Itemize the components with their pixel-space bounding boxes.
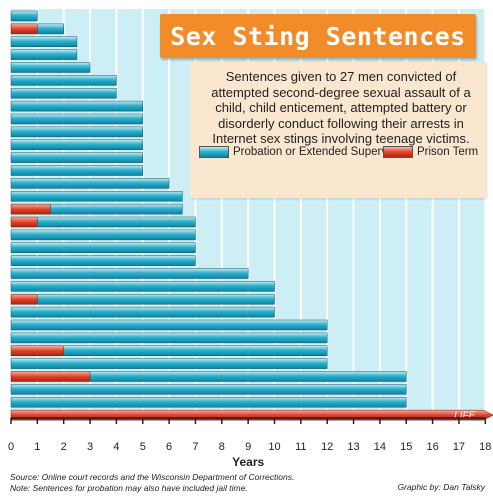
x-tick-label: 16 bbox=[426, 441, 438, 453]
bar-probation bbox=[10, 100, 143, 112]
x-tick-label: 12 bbox=[321, 441, 333, 453]
life-label: LIFE bbox=[454, 411, 475, 422]
x-tick-label: 2 bbox=[61, 441, 67, 453]
bar-probation bbox=[37, 23, 64, 35]
bar-prison bbox=[10, 345, 64, 356]
bar-probation bbox=[10, 126, 143, 138]
chart-title: Sex Sting Sentences bbox=[170, 21, 466, 51]
bar-probation bbox=[10, 152, 143, 163]
legend-probation-label: Probation or Extended Supervision bbox=[233, 146, 411, 158]
bar-probation bbox=[37, 294, 275, 305]
x-tick-label: 0 bbox=[8, 441, 14, 453]
x-tick-label: 4 bbox=[113, 441, 119, 453]
x-tick-label: 18 bbox=[479, 441, 491, 453]
x-tick-label: 5 bbox=[140, 441, 146, 453]
bar-probation bbox=[10, 281, 275, 292]
x-tick-label: 15 bbox=[400, 441, 412, 453]
bar-probation bbox=[89, 371, 407, 382]
x-tick-label: 10 bbox=[268, 441, 280, 453]
bar-probation bbox=[10, 332, 328, 344]
legend-probation: Probation or Extended Supervision bbox=[199, 146, 411, 158]
chart-description: Sentences given to 27 men convicted of a… bbox=[211, 69, 471, 146]
bar-probation bbox=[10, 62, 91, 73]
bar-probation bbox=[10, 229, 196, 241]
bar-probation bbox=[63, 345, 328, 356]
bar-probation bbox=[10, 165, 143, 176]
footnote: Note: Sentences for probation may also h… bbox=[10, 483, 248, 493]
bar-probation bbox=[10, 397, 407, 408]
graphic-credit: Graphic by: Dan Talsky bbox=[397, 482, 485, 492]
bar-probation bbox=[10, 88, 117, 99]
x-tick-label: 14 bbox=[374, 441, 386, 453]
bar-probation bbox=[10, 319, 328, 331]
bar-probation bbox=[10, 113, 143, 125]
bar-probation bbox=[10, 268, 249, 279]
bar-probation bbox=[10, 178, 170, 189]
bar-probation bbox=[10, 242, 196, 253]
bar-probation bbox=[10, 36, 78, 47]
x-tick-label: 7 bbox=[192, 441, 198, 453]
description-panel: Sentences given to 27 men convicted of a… bbox=[190, 62, 486, 198]
source-note: Source: Online court records and the Wis… bbox=[10, 472, 295, 482]
x-tick-label: 17 bbox=[453, 441, 465, 453]
legend-prison-swatch bbox=[383, 146, 413, 158]
bar-prison bbox=[10, 203, 51, 215]
legend-prison: Prison Term bbox=[383, 146, 478, 158]
title-banner: Sex Sting Sentences bbox=[160, 14, 476, 58]
bar-probation bbox=[37, 216, 196, 228]
x-tick-label: 11 bbox=[295, 441, 306, 453]
bar-probation bbox=[10, 255, 196, 266]
legend-probation-swatch bbox=[199, 146, 229, 158]
x-tick-label: 1 bbox=[34, 441, 40, 453]
bar-probation bbox=[10, 358, 328, 369]
x-axis-title: Years bbox=[232, 455, 264, 469]
x-tick-label: 6 bbox=[166, 441, 172, 453]
x-tick-label: 9 bbox=[245, 441, 251, 453]
bar-probation bbox=[10, 139, 143, 150]
bar-probation bbox=[10, 191, 183, 202]
legend-prison-label: Prison Term bbox=[417, 146, 479, 158]
x-tick-label: 13 bbox=[347, 441, 359, 453]
x-tick-label: 8 bbox=[219, 441, 225, 453]
bar-probation bbox=[10, 49, 78, 60]
bar-probation bbox=[50, 203, 183, 215]
bar-probation bbox=[10, 306, 275, 318]
bar-prison bbox=[10, 371, 91, 382]
x-tick-label: 3 bbox=[87, 441, 93, 453]
bar-prison bbox=[10, 216, 38, 228]
bar-prison bbox=[10, 23, 38, 35]
bar-prison bbox=[10, 294, 38, 305]
bar-probation bbox=[10, 75, 117, 86]
bar-probation bbox=[10, 10, 38, 22]
bar-probation bbox=[10, 384, 407, 395]
